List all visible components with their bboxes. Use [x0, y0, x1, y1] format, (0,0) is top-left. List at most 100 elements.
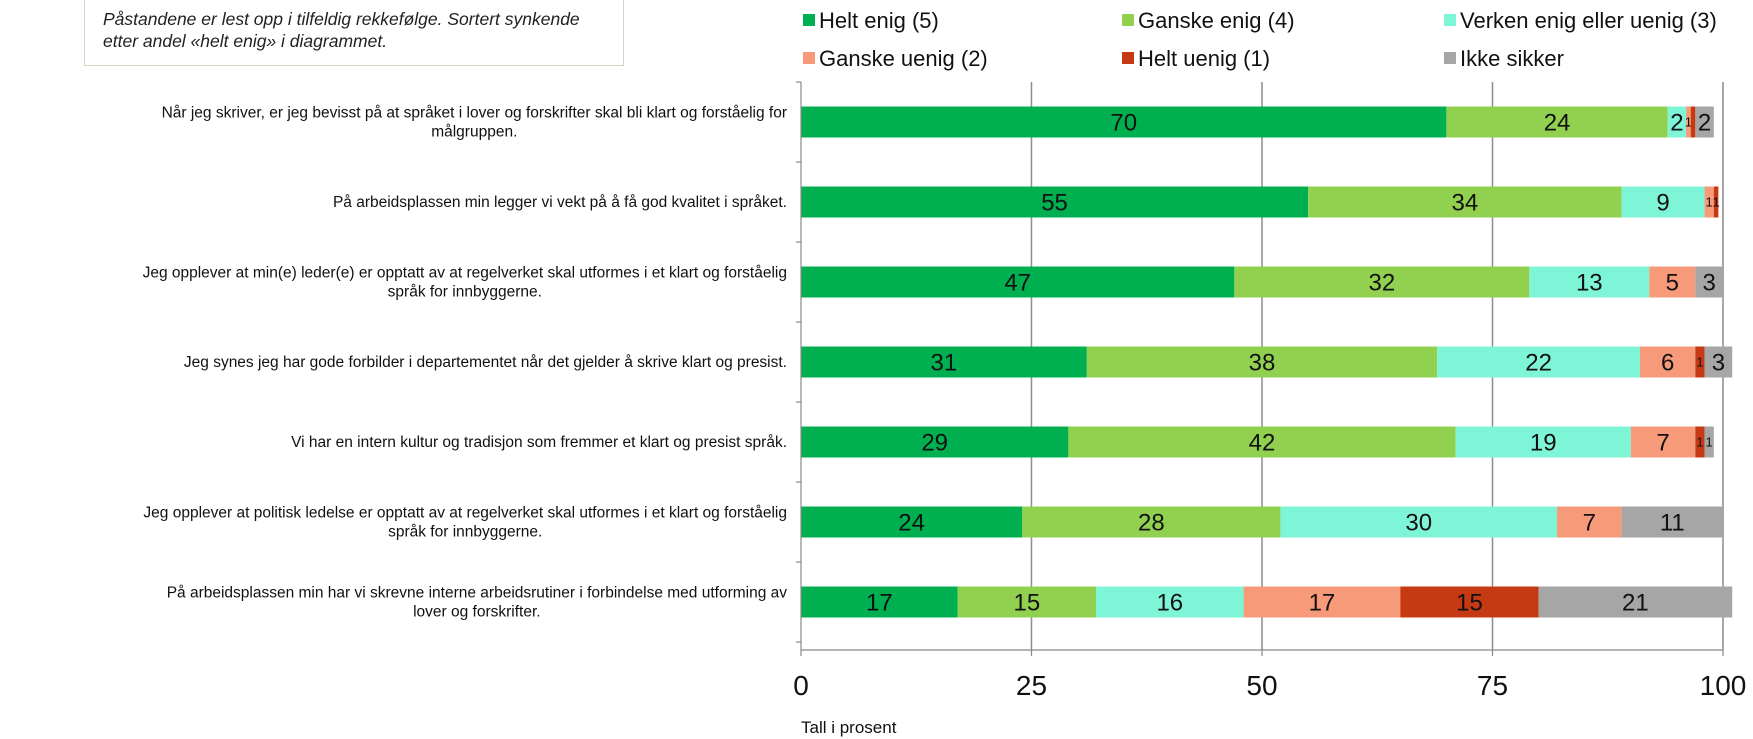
bar-segment: [1280, 506, 1558, 538]
data-label: 6: [1661, 350, 1674, 377]
legend-swatch: [1444, 52, 1456, 64]
bar-segment: [1400, 586, 1539, 618]
bar-segment: [1667, 106, 1687, 138]
bar-segment: [1713, 186, 1719, 218]
bar-segment: [1640, 346, 1696, 378]
data-label: 1: [1706, 435, 1713, 450]
data-label: 1: [1685, 115, 1692, 130]
data-label: 5: [1666, 270, 1679, 297]
data-label: 19: [1530, 430, 1557, 457]
bar-segment: [1690, 106, 1696, 138]
bar-segment: [1695, 426, 1705, 458]
bar-segment: [1695, 266, 1723, 298]
bar-segment: [1068, 426, 1456, 458]
bar-segment: [1649, 266, 1696, 298]
data-label: 13: [1576, 270, 1603, 297]
data-label: 1: [1696, 435, 1703, 450]
data-label: 55: [1041, 190, 1068, 217]
category-labels: Når jeg skriver, er jeg bevisst på at sp…: [143, 105, 788, 621]
data-label: 42: [1249, 430, 1276, 457]
x-axis-title: Tall i prosent: [801, 718, 897, 737]
bar-segment: [801, 346, 1087, 378]
legend-label: Ikke sikker: [1460, 46, 1564, 71]
legend-label: Verken enig eller uenig (3): [1460, 8, 1717, 33]
bar-segment: [801, 186, 1309, 218]
bar-segment: [957, 586, 1097, 618]
bar-segment: [1557, 506, 1622, 538]
data-label: 34: [1451, 190, 1478, 217]
data-label: 2: [1698, 110, 1711, 137]
bar-segment: [1704, 346, 1733, 378]
data-label: 70: [1110, 110, 1137, 137]
x-tick-label: 25: [1016, 670, 1047, 701]
bar-segment: [1455, 426, 1631, 458]
bar-segment: [1529, 266, 1650, 298]
bar-segment: [1096, 586, 1244, 618]
data-label: 24: [898, 510, 925, 537]
category-label: Jeg synes jeg har gode forbilder i depar…: [184, 354, 787, 371]
data-label: 15: [1014, 590, 1041, 617]
bar-segment: [1446, 106, 1668, 138]
bar-segment: [1437, 346, 1641, 378]
legend-swatch: [1122, 52, 1134, 64]
data-label: 3: [1712, 350, 1725, 377]
data-label: 47: [1004, 270, 1031, 297]
data-label: 22: [1525, 350, 1552, 377]
x-tick-label: 0: [793, 670, 809, 701]
data-label: 16: [1156, 590, 1183, 617]
bars: 70 24 2 1 255 34 9 1 147 32 13 5 331 38 22 6 1 329 42 19 7 1 1…: [801, 106, 1733, 618]
data-label: 29: [921, 430, 948, 457]
bar-segment: [1621, 506, 1723, 538]
legend-swatch: [803, 52, 815, 64]
data-label: 1: [1712, 195, 1719, 210]
bar-segment: [801, 266, 1235, 298]
data-label: 11: [1660, 510, 1685, 537]
x-tick-label: 75: [1477, 670, 1508, 701]
legend-label: Helt uenig (1): [1138, 46, 1270, 71]
data-label: 21: [1622, 590, 1649, 617]
category-label: På arbeidsplassen min har vi skrevne int…: [167, 585, 788, 621]
bar-segment: [801, 586, 958, 618]
data-label: 38: [1249, 350, 1276, 377]
bar-segment: [801, 506, 1023, 538]
x-tick-label: 100: [1700, 670, 1747, 701]
bar-segment: [1704, 186, 1714, 218]
data-label: 31: [931, 350, 958, 377]
data-label: 17: [1309, 590, 1336, 617]
x-tick-label: 50: [1246, 670, 1277, 701]
bar-segment: [1086, 346, 1438, 378]
category-label: På arbeidsplassen min legger vi vekt på …: [333, 194, 787, 211]
data-label: 17: [866, 590, 893, 617]
data-label: 28: [1138, 510, 1165, 537]
legend-swatch: [803, 14, 815, 26]
data-label: 3: [1702, 270, 1715, 297]
category-label: Når jeg skriver, er jeg bevisst på at sp…: [162, 105, 787, 141]
data-label: 1: [1706, 195, 1713, 210]
data-label: 24: [1544, 110, 1571, 137]
bar-segment: [1234, 266, 1530, 298]
bar-segment: [1695, 106, 1714, 138]
category-label: Jeg opplever at min(e) leder(e) er oppta…: [143, 265, 787, 301]
bar-segment: [801, 106, 1447, 138]
legend-swatch: [1444, 14, 1456, 26]
bar-segment: [1538, 586, 1733, 618]
bar-segment: [1686, 106, 1691, 138]
bar-segment: [1022, 506, 1281, 538]
bar-segment: [1621, 186, 1705, 218]
data-label: 7: [1583, 510, 1596, 537]
bar-segment: [801, 426, 1069, 458]
data-label: 30: [1405, 510, 1432, 537]
data-label: 2: [1670, 110, 1683, 137]
legend: Helt enig (5) Ganske enig (4) Verken enig …: [803, 8, 1717, 71]
chart-note: Påstandene er lest opp i tilfeldig rekke…: [84, 0, 624, 66]
bar-segment: [1704, 426, 1714, 458]
bar-segment: [1630, 426, 1696, 458]
legend-swatch: [1122, 14, 1134, 26]
bar-segment: [1695, 346, 1705, 378]
legend-label: Ganske uenig (2): [819, 46, 988, 71]
bar-segment: [1308, 186, 1622, 218]
data-label: 7: [1656, 430, 1669, 457]
category-label: Jeg opplever at politisk ledelse er oppt…: [143, 505, 787, 541]
